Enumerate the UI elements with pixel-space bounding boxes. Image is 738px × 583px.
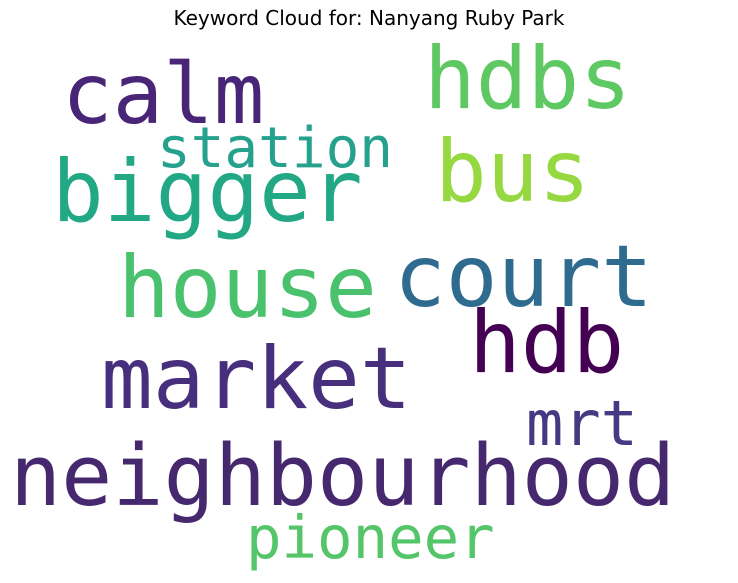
word-market: market — [101, 329, 412, 429]
word-calm: calm — [62, 45, 265, 143]
word-hdbs: hdbs — [424, 29, 632, 129]
word-mrt: mrt — [526, 387, 638, 460]
figure-title: Keyword Cloud for: Nanyang Ruby Park — [173, 6, 565, 30]
word-bigger: bigger — [52, 142, 363, 242]
word-house: house — [118, 238, 377, 338]
word-court: court — [394, 227, 653, 327]
word-pioneer: pioneer — [246, 503, 495, 572]
word-hdb: hdb — [469, 293, 625, 393]
word-station: station — [157, 116, 394, 181]
word-bus: bus — [435, 122, 591, 222]
word-neighbourhood: neighbourhood — [10, 427, 676, 526]
